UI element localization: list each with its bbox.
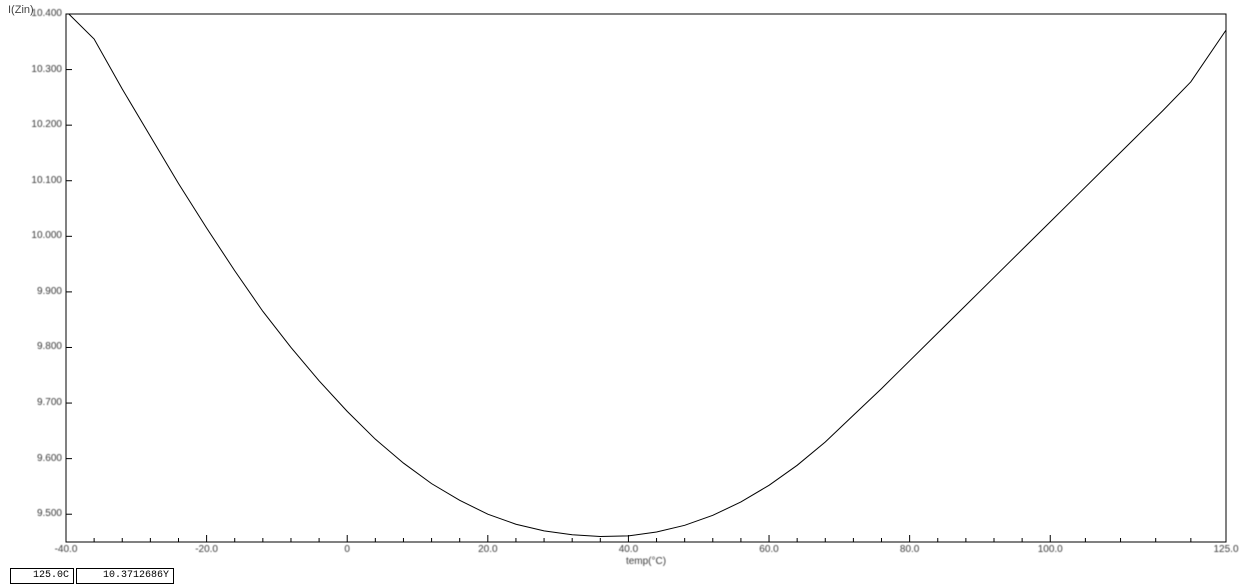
x-axis-title: temp(°C) <box>626 556 666 567</box>
y-tick-label: 9.900 <box>37 286 62 297</box>
y-tick-label: 10.200 <box>31 119 62 130</box>
x-tick-label: 100.0 <box>1038 544 1063 555</box>
chart-svg <box>0 0 1240 588</box>
x-tick-label: 40.0 <box>619 544 638 555</box>
y-tick-label: 10.400 <box>31 8 62 19</box>
y-tick-label: 9.600 <box>37 453 62 464</box>
y-tick-label: 9.800 <box>37 341 62 352</box>
x-tick-label: 125.0 <box>1213 544 1238 555</box>
y-tick-label: 10.300 <box>31 64 62 75</box>
x-tick-label: -40.0 <box>55 544 78 555</box>
y-tick-label: 9.500 <box>37 508 62 519</box>
x-tick-label: 0 <box>344 544 350 555</box>
x-tick-label: 80.0 <box>900 544 919 555</box>
x-tick-label: 60.0 <box>759 544 778 555</box>
chart-wrapper: I(Zin) 9.5009.6009.7009.8009.90010.00010… <box>0 0 1240 588</box>
readout-x: 125.0C <box>10 568 74 584</box>
readout-y: 10.3712686Y <box>76 568 174 584</box>
y-tick-label: 10.000 <box>31 230 62 241</box>
y-tick-label: 9.700 <box>37 397 62 408</box>
x-tick-label: -20.0 <box>195 544 218 555</box>
x-tick-label: 20.0 <box>478 544 497 555</box>
cursor-readout: 125.0C 10.3712686Y <box>10 568 174 584</box>
y-tick-label: 10.100 <box>31 175 62 186</box>
